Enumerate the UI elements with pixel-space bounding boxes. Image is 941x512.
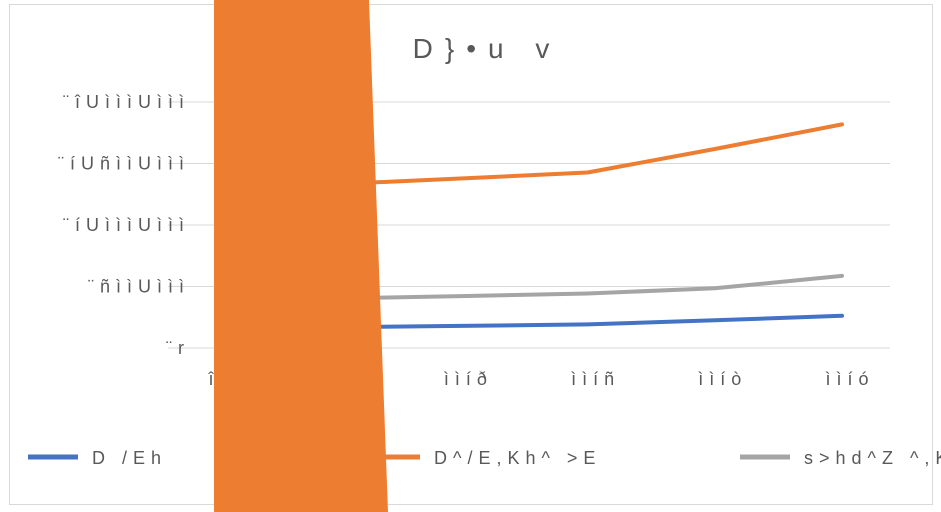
x-tick-label: ììíò	[698, 369, 747, 389]
y-tick-label: ¨íUñììUììì	[58, 154, 190, 174]
y-axis-tick-labels: ¨r ¨ñììUììì ¨íUìììUììì ¨íUñììUììì ¨îUìììUììì	[58, 92, 190, 358]
chart-title: D}•u v	[413, 33, 562, 64]
legend-label: D /Eh	[92, 448, 167, 468]
x-tick-label: î	[207, 369, 219, 389]
series-line-3	[368, 273, 844, 300]
y-tick-label: ¨îUìììUììì	[63, 92, 190, 112]
x-tick-label: ììíð	[444, 369, 493, 389]
series-lines	[368, 122, 844, 329]
y-tick-label: ¨ñììUììì	[88, 277, 190, 297]
legend-label: D^/E,Kh^ >E	[434, 448, 601, 468]
series-line-2	[368, 122, 844, 185]
orange-overlay-block	[214, 0, 369, 512]
orange-overlay-slant	[369, 0, 388, 512]
chart-frame	[9, 4, 933, 505]
legend-label: s>hd^Z ^,K>	[804, 448, 941, 468]
legend: D /Eh D^/E,Kh^ >E s>hd^Z ^,K>	[28, 448, 941, 468]
x-tick-label: ììíñ	[571, 369, 620, 389]
series-line-1	[368, 313, 844, 329]
y-tick-label: ¨íUìììUììì	[63, 215, 190, 235]
x-tick-label: ììíó	[825, 369, 874, 389]
y-tick-label: ¨r	[166, 338, 190, 358]
